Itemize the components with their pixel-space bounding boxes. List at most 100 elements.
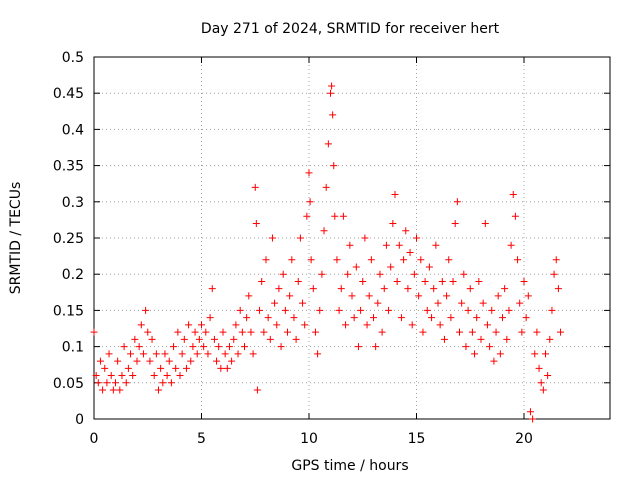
data-point xyxy=(380,285,388,293)
data-point xyxy=(501,285,509,293)
data-point xyxy=(262,256,270,264)
data-point xyxy=(114,357,122,365)
data-point xyxy=(391,191,399,199)
data-point xyxy=(404,285,412,293)
data-point xyxy=(275,285,283,293)
data-point xyxy=(129,372,137,380)
data-point xyxy=(425,263,433,271)
data-point xyxy=(393,277,401,285)
data-point xyxy=(150,372,158,380)
data-point xyxy=(408,321,416,329)
data-point xyxy=(537,379,545,387)
data-point xyxy=(309,285,317,293)
data-point xyxy=(406,248,414,256)
data-point xyxy=(307,256,315,264)
data-point xyxy=(492,328,500,336)
data-point xyxy=(208,285,216,293)
data-point xyxy=(118,372,126,380)
data-point xyxy=(421,277,429,285)
data-point xyxy=(180,335,188,343)
data-point xyxy=(550,270,558,278)
data-point xyxy=(92,372,100,380)
data-point xyxy=(359,277,367,285)
data-point xyxy=(311,328,319,336)
data-point xyxy=(344,270,352,278)
data-point xyxy=(238,328,246,336)
data-point xyxy=(234,350,242,358)
data-point xyxy=(228,357,236,365)
data-point xyxy=(357,306,365,314)
data-point xyxy=(462,343,470,351)
data-point xyxy=(163,372,171,380)
data-point xyxy=(374,299,382,307)
data-point xyxy=(430,285,438,293)
data-point xyxy=(124,364,132,372)
data-point xyxy=(434,299,442,307)
data-point xyxy=(90,328,98,336)
y-tick-label: 0.5 xyxy=(62,50,84,66)
data-point xyxy=(195,335,203,343)
data-point xyxy=(496,350,504,358)
data-point xyxy=(479,299,487,307)
data-point xyxy=(494,292,502,300)
data-point xyxy=(395,241,403,249)
data-point xyxy=(249,350,257,358)
data-point xyxy=(213,357,221,365)
data-point xyxy=(152,350,160,358)
data-point xyxy=(148,335,156,343)
data-point xyxy=(449,277,457,285)
data-point xyxy=(127,350,135,358)
data-point xyxy=(277,343,285,351)
data-point xyxy=(215,343,223,351)
data-point xyxy=(329,111,337,119)
data-point xyxy=(507,241,515,249)
data-point xyxy=(96,357,104,365)
y-tick-label: 0.45 xyxy=(53,86,84,102)
data-point xyxy=(170,343,178,351)
data-point xyxy=(505,306,513,314)
data-point xyxy=(423,306,431,314)
data-point xyxy=(251,183,259,191)
data-point xyxy=(210,335,218,343)
data-point xyxy=(243,314,251,322)
data-point xyxy=(552,256,560,264)
data-point xyxy=(137,321,145,329)
data-point xyxy=(333,256,341,264)
data-point xyxy=(142,306,150,314)
data-point xyxy=(172,364,180,372)
data-point xyxy=(116,386,124,394)
data-point xyxy=(301,321,309,329)
data-point xyxy=(165,357,173,365)
data-point xyxy=(178,350,186,358)
data-point xyxy=(328,82,336,90)
data-point xyxy=(159,379,167,387)
data-point xyxy=(94,379,102,387)
data-point xyxy=(385,306,393,314)
data-point xyxy=(133,357,141,365)
data-point xyxy=(223,364,231,372)
x-tick-label: 0 xyxy=(90,431,99,447)
data-point xyxy=(458,299,466,307)
data-point xyxy=(397,314,405,322)
data-point xyxy=(542,350,549,358)
ticks xyxy=(93,56,610,420)
data-point xyxy=(109,386,117,394)
data-point xyxy=(400,256,408,264)
data-point xyxy=(499,314,506,322)
data-point xyxy=(268,234,276,242)
y-tick-label: 0.2 xyxy=(62,267,84,283)
data-point xyxy=(230,335,238,343)
data-point xyxy=(225,343,233,351)
data-point xyxy=(490,357,498,365)
data-point xyxy=(468,328,476,336)
data-point xyxy=(378,328,386,336)
data-point xyxy=(292,335,300,343)
data-point xyxy=(440,335,448,343)
data-point xyxy=(271,299,279,307)
data-point xyxy=(438,277,446,285)
data-point xyxy=(516,299,524,307)
data-point xyxy=(402,227,410,235)
data-point xyxy=(531,350,539,358)
data-point xyxy=(483,321,491,329)
